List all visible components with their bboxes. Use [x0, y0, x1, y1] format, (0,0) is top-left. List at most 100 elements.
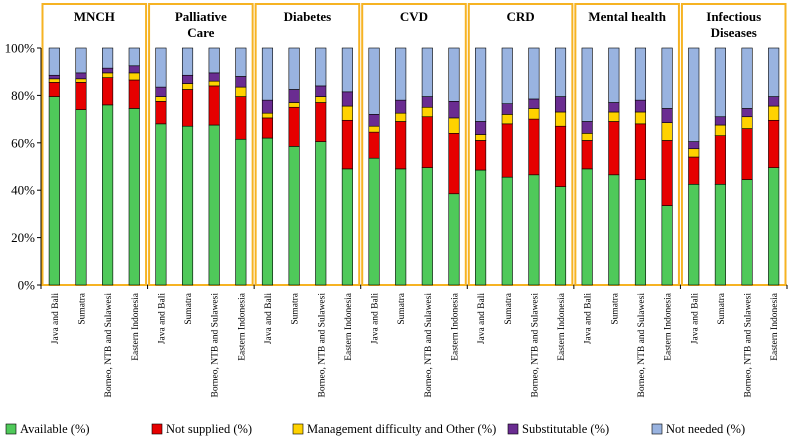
bar-mnch-java-and-bali-available — [48, 96, 60, 286]
bar-mnch-borneo-ntb-and-sulawesi-management-difficulty-and-other — [102, 72, 114, 78]
bar-diabetes-java-and-bali-substitutable — [261, 99, 274, 114]
bar-crd-sumatra-available — [501, 176, 513, 286]
bar-palliative-care-sumatra-not-supplied — [181, 89, 194, 127]
bar-crd-borneo-ntb-and-sulawesi-management-difficulty-and-other — [528, 108, 540, 120]
bar-palliative-care-borneo-ntb-and-sulawesi-substitutable — [208, 72, 220, 82]
bar-mental-health-sumatra-not-needed — [608, 47, 620, 103]
bar-diabetes-sumatra-available — [288, 146, 300, 286]
bar-diabetes-borneo-ntb-and-sulawesi-substitutable — [315, 85, 327, 97]
y-tick-label: 60% — [11, 135, 35, 150]
x-tick-label: Sumatra — [504, 292, 514, 324]
bar-infectious-diseases-sumatra-not-supplied — [714, 135, 726, 185]
bar-palliative-care-java-and-bali-available — [155, 123, 167, 286]
x-axis-labels: Java and Bali Sumatra Borneo, NTB and Sula… — [51, 292, 780, 397]
bar-infectious-diseases-java-and-bali-management-difficulty-and-other — [688, 148, 700, 158]
bar-palliative-care-sumatra-substitutable — [181, 74, 194, 84]
bar-crd-eastern-indonesia-available — [554, 186, 567, 286]
bar-cvd-java-and-bali-available — [368, 157, 380, 286]
bar-mental-health-java-and-bali-substitutable — [581, 121, 593, 134]
x-tick-label: Borneo, NTB and Sulawesi — [744, 293, 754, 398]
panel-title-diabetes: Diabetes — [284, 9, 332, 24]
y-axis: 0% 20% 40% 60% 80% 100% — [5, 41, 42, 293]
bar-mnch-borneo-ntb-and-sulawesi-substitutable — [102, 67, 114, 74]
bar-diabetes-eastern-indonesia-substitutable — [341, 91, 353, 107]
bar-diabetes-eastern-indonesia-not-supplied — [341, 119, 353, 170]
bar-cvd-borneo-ntb-and-sulawesi-not-supplied — [421, 116, 433, 168]
x-tick-label: Eastern Indonesia — [450, 292, 460, 361]
bar-mental-health-sumatra-available — [608, 174, 620, 286]
bar-mnch-eastern-indonesia-substitutable — [128, 65, 140, 74]
bar-diabetes-java-and-bali-not-needed — [261, 47, 274, 101]
bar-infectious-diseases-borneo-ntb-and-sulawesi-not-supplied — [741, 128, 753, 180]
bar-cvd-eastern-indonesia-not-supplied — [448, 133, 460, 195]
bar-infectious-diseases-java-and-bali-substitutable — [688, 141, 700, 150]
bar-palliative-care-eastern-indonesia-substitutable — [235, 76, 247, 88]
bar-diabetes-borneo-ntb-and-sulawesi-management-difficulty-and-other — [315, 96, 327, 103]
panel-title-cvd: CVD — [400, 9, 428, 24]
bar-cvd-java-and-bali-substitutable — [368, 114, 380, 127]
bar-diabetes-borneo-ntb-and-sulawesi-available — [315, 141, 327, 286]
bar-mental-health-sumatra-management-difficulty-and-other — [608, 111, 620, 122]
bar-crd-sumatra-management-difficulty-and-other — [501, 114, 513, 125]
bar-mnch-sumatra-available — [75, 109, 87, 286]
bar-palliative-care-borneo-ntb-and-sulawesi-not-supplied — [208, 85, 220, 126]
bar-crd-sumatra-substitutable — [501, 103, 513, 115]
bar-cvd-sumatra-not-needed — [395, 47, 407, 101]
bar-mnch-eastern-indonesia-available — [128, 108, 140, 286]
x-tick-label: Sumatra — [77, 292, 87, 324]
bar-mnch-sumatra-not-needed — [75, 47, 87, 74]
panel-frame-infectious-diseases — [680, 3, 787, 286]
bar-mnch-borneo-ntb-and-sulawesi-available — [102, 104, 114, 286]
bar-mental-health-java-and-bali-not-supplied — [581, 140, 593, 170]
panel-frames: MNCH Palliative Care Diabetes CVD CRD Mental h… — [40, 3, 788, 289]
bar-infectious-diseases-java-and-bali-available — [688, 183, 700, 286]
legend: Available (%) Not supplied (%) Management … — [5, 422, 745, 436]
x-tick-label: Borneo, NTB and Sulawesi — [530, 293, 540, 398]
bar-mnch-java-and-bali-substitutable — [48, 74, 60, 80]
bar-crd-eastern-indonesia-substitutable — [554, 96, 567, 113]
bar-crd-eastern-indonesia-not-needed — [554, 47, 567, 97]
x-tick-label: Sumatra — [291, 292, 301, 324]
bar-cvd-sumatra-available — [395, 168, 407, 286]
x-tick-label: Eastern Indonesia — [237, 292, 247, 361]
panel-frame-palliative-care — [148, 3, 254, 286]
bar-diabetes-eastern-indonesia-available — [341, 168, 353, 286]
bar-mental-health-eastern-indonesia-substitutable — [661, 108, 673, 123]
x-tick-label: Sumatra — [610, 292, 620, 324]
legend-label-not-needed: Not needed (%) — [666, 422, 745, 436]
legend-label-substitutable: Substitutable (%) — [522, 422, 609, 436]
bar-mental-health-eastern-indonesia-management-difficulty-and-other — [661, 122, 673, 141]
bar-cvd-java-and-bali-management-difficulty-and-other — [368, 125, 380, 133]
legend-label-management-difficulty-and-other: Management difficulty and Other (%) — [307, 422, 496, 436]
bar-infectious-diseases-java-and-bali-not-supplied — [688, 156, 700, 185]
bar-diabetes-sumatra-substitutable — [288, 89, 300, 103]
panel-title-infectious-diseases: Infectious Diseases — [706, 9, 761, 40]
bar-diabetes-eastern-indonesia-not-needed — [341, 47, 353, 93]
bar-crd-borneo-ntb-and-sulawesi-available — [528, 174, 540, 286]
bar-diabetes-java-and-bali-available — [261, 137, 274, 286]
bar-infectious-diseases-borneo-ntb-and-sulawesi-not-needed — [741, 47, 753, 109]
bar-cvd-java-and-bali-not-needed — [368, 47, 380, 115]
bar-palliative-care-java-and-bali-not-supplied — [155, 101, 167, 125]
bar-crd-eastern-indonesia-management-difficulty-and-other — [554, 111, 567, 127]
bar-mnch-eastern-indonesia-not-needed — [128, 47, 140, 67]
x-tick-label: Eastern Indonesia — [344, 292, 354, 361]
bar-palliative-care-borneo-ntb-and-sulawesi-not-needed — [208, 47, 220, 74]
bar-crd-java-and-bali-not-needed — [475, 47, 487, 122]
bar-crd-borneo-ntb-and-sulawesi-substitutable — [528, 98, 540, 109]
bar-crd-borneo-ntb-and-sulawesi-not-needed — [528, 47, 540, 100]
bar-infectious-diseases-eastern-indonesia-not-supplied — [768, 119, 780, 168]
x-tick-label: Eastern Indonesia — [131, 292, 141, 361]
panel-title-mental-health: Mental health — [588, 9, 666, 24]
bar-diabetes-java-and-bali-not-supplied — [261, 117, 274, 139]
bar-mnch-java-and-bali-not-needed — [48, 47, 60, 76]
legend-label-not-supplied: Not supplied (%) — [166, 422, 252, 436]
bar-diabetes-eastern-indonesia-management-difficulty-and-other — [341, 105, 353, 121]
y-tick-label: 20% — [11, 230, 35, 245]
bar-crd-java-and-bali-not-supplied — [475, 140, 487, 171]
bar-palliative-care-borneo-ntb-and-sulawesi-available — [208, 124, 220, 286]
panel-frame-diabetes — [254, 3, 361, 286]
legend-swatch-not-needed — [651, 423, 663, 435]
bar-mnch-sumatra-not-supplied — [75, 82, 87, 110]
